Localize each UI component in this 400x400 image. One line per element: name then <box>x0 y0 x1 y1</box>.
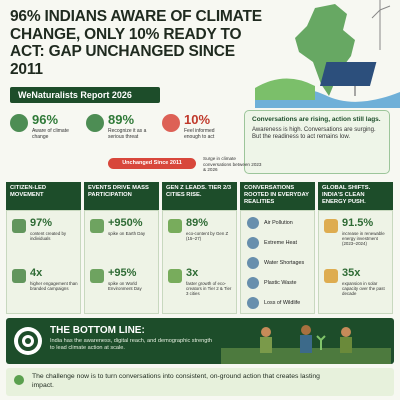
stat-value: 10% <box>184 112 211 127</box>
topic-icon <box>247 257 259 269</box>
column-body: 97% content created by individuals 4x highe… <box>6 210 81 314</box>
item-label: expansion in solar capacity over the pas… <box>342 281 385 297</box>
item-label: faster growth of eco-creators in Tier 2 … <box>186 281 232 297</box>
footer-box: The challenge now is to turn conversatio… <box>6 368 394 396</box>
item-icon <box>90 219 104 233</box>
item-value: +95% <box>108 267 137 279</box>
item-value: 89% <box>186 217 209 229</box>
surge-note: Surge in climate conversations between 2… <box>203 156 262 173</box>
footer-icon <box>14 375 24 385</box>
item-label: spike on World Environment Day <box>108 281 142 292</box>
insight-text: Awareness is high. Conversations are sur… <box>252 126 376 140</box>
item-label: spike on Earth Day <box>108 231 146 236</box>
unchanged-pill: Unchanged Since 2011 <box>108 158 196 169</box>
item-icon <box>90 269 104 283</box>
bottom-line-text: India has the awareness, digital reach, … <box>50 338 213 351</box>
column-body: +950% spike on Earth Day +95% spike on Worl… <box>84 210 159 314</box>
topic-icon <box>247 237 259 249</box>
topic-label: Water Shortages <box>264 260 305 266</box>
column-body: 89% eco-content by Gen Z (15–27) 3x faster … <box>162 210 237 314</box>
report-badge: WeNaturalists Report 2026 <box>10 87 160 103</box>
insight-box: Conversations are rising, action still l… <box>244 110 390 174</box>
stat-label: Recognize it as a serious threat <box>108 128 147 140</box>
item-icon <box>168 219 182 233</box>
item-label: higher engagement than branded campaigns <box>30 281 78 292</box>
item-value: 4x <box>30 267 43 279</box>
header-illustration <box>255 0 400 108</box>
stat-icon <box>162 114 180 132</box>
topic-label: Extreme Heat <box>264 240 297 246</box>
bottom-line-title: THE BOTTOM LINE: <box>50 325 145 336</box>
item-icon <box>324 269 338 283</box>
item-icon <box>324 219 338 233</box>
stat-value: 89% <box>108 112 135 127</box>
topic-label: Loss of Wildlife <box>264 300 301 306</box>
insight-title: Conversations are rising, action still l… <box>252 116 381 123</box>
item-value: 35x <box>342 267 361 279</box>
footer-text: The challenge now is to turn conversatio… <box>32 373 320 389</box>
people-illustration <box>221 325 391 364</box>
column-header: GEN Z LEADS. TIER 2/3 CITIES RISE. <box>162 182 237 210</box>
item-value: 91.5% <box>342 217 374 229</box>
stat-icon <box>86 114 104 132</box>
item-value: 3x <box>186 267 199 279</box>
topic-label: Air Pollution <box>264 220 293 226</box>
item-label: content created by individuals <box>30 231 67 242</box>
column-body: 91.5% increase in renewable energy invest… <box>318 210 393 314</box>
column-header: CONVERSATIONS ROOTED IN EVERYDAY REALITI… <box>240 182 315 210</box>
item-value: 97% <box>30 217 53 229</box>
item-label: eco-content by Gen Z (15–27) <box>186 231 229 242</box>
item-icon <box>12 269 26 283</box>
item-icon <box>168 269 182 283</box>
item-value: +950% <box>108 217 143 229</box>
column-body: Air Pollution Extreme Heat Water Shortages… <box>240 210 315 314</box>
stat-label: Aware of climate change <box>32 128 69 140</box>
stat-icon <box>10 114 28 132</box>
item-label: increase in renewable energy investment … <box>342 231 385 247</box>
topic-icon <box>247 297 259 309</box>
topic-icon <box>247 217 259 229</box>
item-icon <box>12 219 26 233</box>
column-header: CITIZEN-LED MOVEMENT <box>6 182 81 210</box>
target-icon <box>14 327 42 355</box>
topic-label: Plastic Waste <box>264 280 297 286</box>
stat-label: Feel informed enough to act <box>184 128 215 140</box>
column-header: GLOBAL SHIFTS. INDIA'S CLEAN ENERGY PUSH… <box>318 182 393 210</box>
bottom-line-box: THE BOTTOM LINE: India has the awareness… <box>6 318 394 364</box>
column-header: EVENTS DRIVE MASS PARTICIPATION <box>84 182 159 210</box>
title: 96% INDIANS AWARE OF CLIMATE CHANGE, ONL… <box>10 8 262 78</box>
stat-value: 96% <box>32 112 59 127</box>
topic-icon <box>247 277 259 289</box>
